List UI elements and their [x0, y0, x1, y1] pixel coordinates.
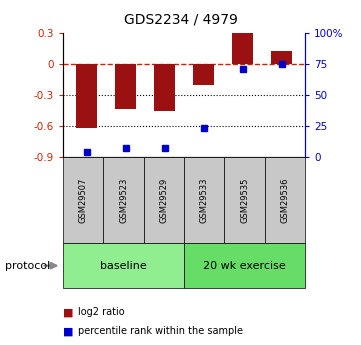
Bar — [115, 64, 136, 109]
Bar — [271, 51, 292, 64]
Bar — [154, 64, 175, 111]
Text: GDS2234 / 4979: GDS2234 / 4979 — [123, 12, 238, 26]
Text: GSM29507: GSM29507 — [79, 177, 88, 223]
Text: GSM29523: GSM29523 — [119, 177, 128, 223]
Text: baseline: baseline — [100, 261, 147, 270]
Text: percentile rank within the sample: percentile rank within the sample — [78, 326, 243, 336]
Text: log2 ratio: log2 ratio — [78, 307, 124, 317]
Text: protocol: protocol — [5, 261, 51, 270]
Bar — [193, 64, 214, 85]
Text: ■: ■ — [63, 307, 74, 317]
Text: GSM29536: GSM29536 — [280, 177, 290, 223]
Text: GSM29535: GSM29535 — [240, 177, 249, 223]
Bar — [232, 33, 253, 64]
Text: GSM29533: GSM29533 — [200, 177, 209, 223]
Bar — [76, 64, 97, 128]
Text: 20 wk exercise: 20 wk exercise — [203, 261, 286, 270]
Text: ■: ■ — [63, 326, 74, 336]
Text: GSM29529: GSM29529 — [160, 177, 169, 223]
